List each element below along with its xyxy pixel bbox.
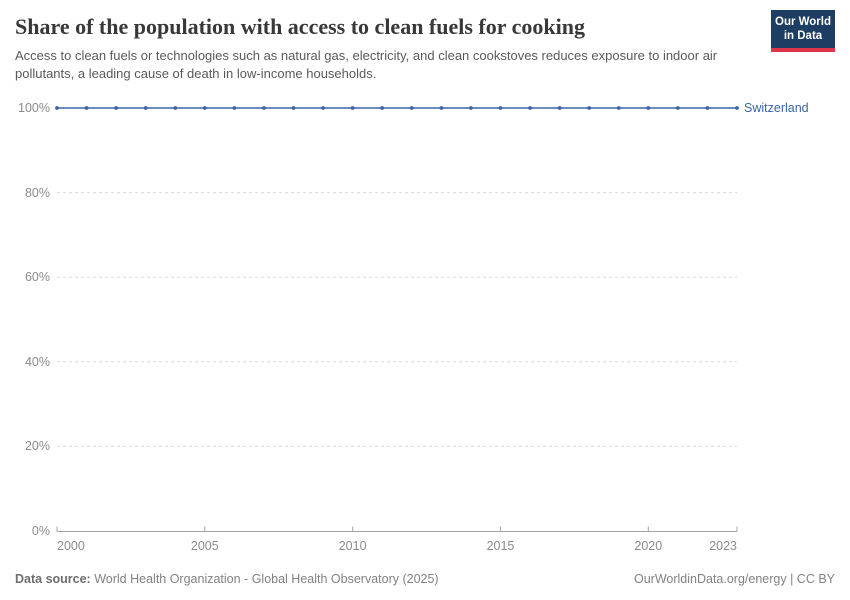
owid-logo-line1: Our World xyxy=(775,16,832,28)
y-axis-tick-label-0: 0% xyxy=(31,524,50,538)
y-axis-tick-label-20: 20% xyxy=(24,439,50,454)
x-axis-tick-label-2023: 2023 xyxy=(709,539,737,553)
x-axis-tick-label-2010: 2010 xyxy=(338,539,367,553)
chart-footer: Data source: World Health Organization -… xyxy=(15,571,835,587)
credit-note: OurWorldinData.org/energy | CC BY xyxy=(633,572,835,586)
x-axis-tick-label-2000: 2000 xyxy=(57,539,85,553)
chart-header: Share of the population with access to c… xyxy=(15,14,760,83)
x-axis-tick-label-2020: 2020 xyxy=(634,539,663,553)
data-source-value: World Health Organization - Global Healt… xyxy=(94,572,439,586)
series-label-switzerland: Switzerland xyxy=(744,101,809,115)
owid-logo-line2: in Data xyxy=(783,30,823,42)
y-axis-tick-label-60: 60% xyxy=(24,270,50,285)
chart-subtitle: Access to clean fuels or technologies su… xyxy=(15,48,718,82)
y-axis-tick-label-80: 80% xyxy=(24,185,50,200)
y-axis-tick-label-40: 40% xyxy=(24,354,50,369)
y-axis-tick-label-100: 100% xyxy=(18,101,50,115)
data-source-note: Data source: World Health Organization -… xyxy=(15,571,439,587)
x-axis-tick-label-2015: 2015 xyxy=(486,539,515,553)
data-source-label: Data source: xyxy=(15,572,91,586)
page-title: Share of the population with access to c… xyxy=(15,14,585,39)
owid-logo: Our World in Data xyxy=(771,10,835,52)
x-axis-tick-label-2005: 2005 xyxy=(190,539,219,553)
